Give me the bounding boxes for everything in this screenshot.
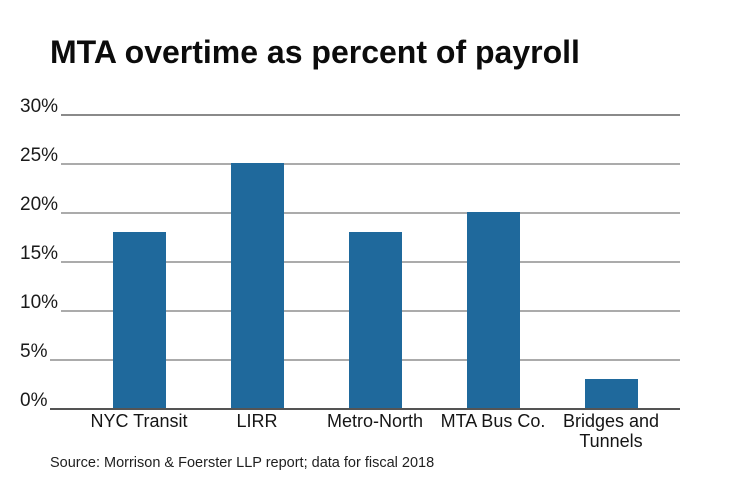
gridline — [61, 163, 680, 165]
gridline-row: 20% — [20, 190, 680, 216]
gridline-row: 25% — [20, 141, 680, 167]
x-axis-line — [50, 408, 680, 410]
gridline-row: 30% — [20, 92, 680, 118]
y-axis-tick-label: 5% — [20, 341, 48, 362]
x-axis-category-label: NYC Transit — [90, 411, 188, 431]
bar-bridges-and-tunnels — [584, 378, 638, 408]
gridline — [61, 114, 680, 116]
y-axis-tick-label: 30% — [20, 96, 59, 117]
source-note: Source: Morrison & Foerster LLP report; … — [50, 455, 435, 471]
x-axis-category-label: Bridges and Tunnels — [562, 411, 660, 451]
y-axis-tick-label: 20% — [20, 194, 59, 215]
gridline — [61, 212, 680, 214]
chart-title: MTA overtime as percent of payroll — [50, 34, 580, 70]
x-axis-category-label: Metro-North — [326, 411, 424, 431]
bar-nyc-transit — [112, 231, 166, 408]
gridline-row: 0% — [20, 386, 680, 412]
bar-metro-north — [348, 231, 402, 408]
y-axis-tick-label: 25% — [20, 145, 59, 166]
y-axis-tick-label: 15% — [20, 243, 59, 264]
bar-mta-bus-co — [466, 212, 520, 408]
y-axis-tick-label: 10% — [20, 292, 59, 313]
y-axis-tick-label: 0% — [20, 390, 48, 411]
x-axis-category-label: MTA Bus Co. — [440, 411, 546, 431]
x-axis-category-label: LIRR — [236, 411, 278, 431]
bar-lirr — [230, 163, 284, 408]
